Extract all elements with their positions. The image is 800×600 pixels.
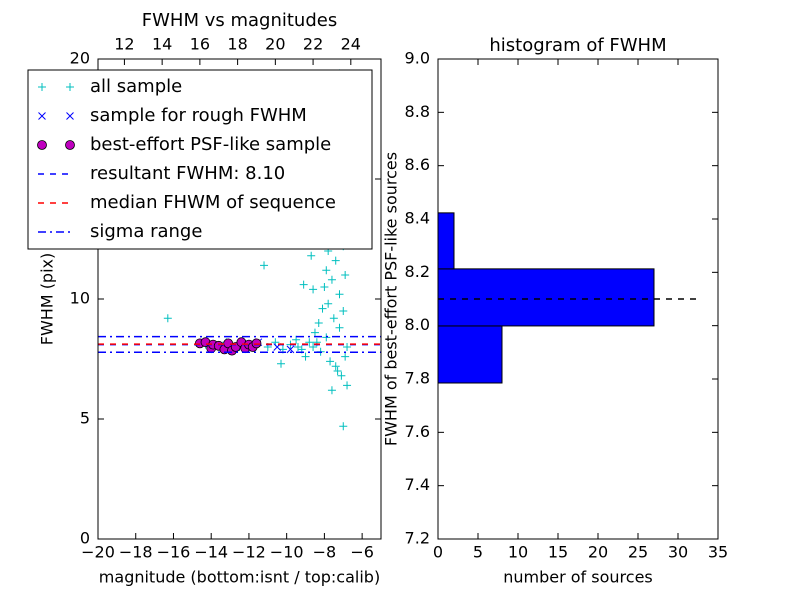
y-tick-label: 8.2	[405, 262, 430, 281]
y-tick-label: 7.4	[405, 475, 430, 494]
point	[333, 367, 342, 375]
point	[343, 343, 352, 351]
point	[335, 323, 344, 332]
x-tick-label: 5	[473, 543, 483, 562]
x2-tick-label: 14	[152, 35, 172, 54]
x2-tick-label: 24	[341, 35, 361, 54]
point	[327, 275, 336, 284]
x-tick-label: 35	[708, 543, 728, 562]
x2-tick-label: 22	[303, 35, 323, 54]
point	[260, 261, 269, 270]
histogram-bar	[437, 212, 455, 270]
point	[37, 140, 47, 150]
point	[343, 381, 352, 390]
x-axis-label: number of sources	[503, 568, 653, 587]
axes-frame	[97, 58, 382, 540]
point	[320, 283, 329, 291]
y-tick-label: 7.2	[405, 529, 430, 548]
x2-tick-label: 12	[114, 35, 134, 54]
y-tick-label: 8.8	[405, 102, 430, 121]
y-tick-label: 20	[70, 49, 90, 68]
y-axis-label: FWHM (pix)	[38, 253, 57, 346]
y-tick-label: 5	[80, 409, 90, 428]
y-tick-label: 9.0	[405, 49, 430, 68]
point	[326, 357, 335, 366]
point	[38, 83, 46, 91]
histogram-bar	[437, 325, 503, 384]
x2-tick-label: 16	[190, 35, 210, 54]
point	[309, 285, 318, 294]
point	[66, 83, 74, 91]
point	[335, 290, 344, 299]
x-tick-label: −16	[157, 543, 191, 562]
y-tick-label: 8.4	[405, 209, 430, 228]
x2-tick-label: 18	[227, 35, 247, 54]
legend-label: best-effort PSF-like sample	[90, 134, 331, 155]
x-tick-label: 15	[548, 543, 568, 562]
x-tick-label: 0	[433, 543, 443, 562]
point	[337, 371, 346, 380]
point	[65, 140, 75, 150]
point	[305, 338, 314, 347]
x-tick-label: −6	[350, 543, 374, 562]
point	[301, 352, 310, 361]
x-tick-label: 20	[588, 543, 608, 562]
point	[331, 362, 340, 371]
x-tick-label: −10	[270, 543, 304, 562]
point	[341, 271, 350, 279]
point	[66, 112, 74, 120]
point	[286, 345, 295, 354]
legend-label: sample for rough FWHM	[90, 105, 307, 126]
x-tick-label: −12	[232, 543, 266, 562]
x-tick-label: −14	[194, 543, 228, 562]
point	[277, 359, 286, 368]
point	[307, 251, 316, 260]
point	[322, 266, 331, 275]
point	[309, 343, 318, 351]
histogram-bar	[437, 268, 655, 327]
y-tick-label: 7.8	[405, 369, 430, 388]
point	[339, 307, 348, 315]
point	[163, 314, 172, 323]
legend-label: sigma range	[90, 221, 202, 242]
point	[314, 319, 323, 327]
point	[318, 304, 327, 313]
point	[339, 422, 348, 431]
chart-title: FWHM vs magnitudes	[142, 10, 337, 31]
point	[341, 352, 350, 361]
x2-tick-label: 20	[265, 35, 285, 54]
y-tick-label: 0	[80, 529, 90, 548]
point	[38, 112, 46, 120]
point	[329, 314, 338, 323]
point	[310, 328, 319, 337]
x-tick-label: −20	[81, 543, 115, 562]
x-axis-label: magnitude (bottom:isnt / top:calib)	[99, 568, 380, 587]
x-tick-label: −8	[313, 543, 337, 562]
x-tick-label: 25	[628, 543, 648, 562]
y-tick-label: 7.6	[405, 422, 430, 441]
x-tick-label: 30	[668, 543, 688, 562]
y-tick-label: 8.6	[405, 155, 430, 174]
legend-box	[27, 69, 373, 250]
chart-title: histogram of FWHM	[489, 35, 666, 56]
y-tick-label: 8.0	[405, 315, 430, 334]
x-tick-label: 10	[508, 543, 528, 562]
legend-label: median FHWM of sequence	[90, 192, 336, 213]
legend-label: resultant FWHM: 8.10	[90, 163, 285, 184]
point	[299, 280, 308, 289]
y-axis-label: FWHM of best-effort PSF-like sources	[382, 152, 401, 446]
point	[331, 256, 340, 265]
y-tick-label: 10	[70, 289, 90, 308]
point	[327, 386, 336, 395]
point	[293, 343, 302, 351]
x-tick-label: −18	[119, 543, 153, 562]
point	[324, 299, 333, 308]
axes-frame	[437, 58, 719, 540]
legend-label: all sample	[90, 76, 182, 97]
